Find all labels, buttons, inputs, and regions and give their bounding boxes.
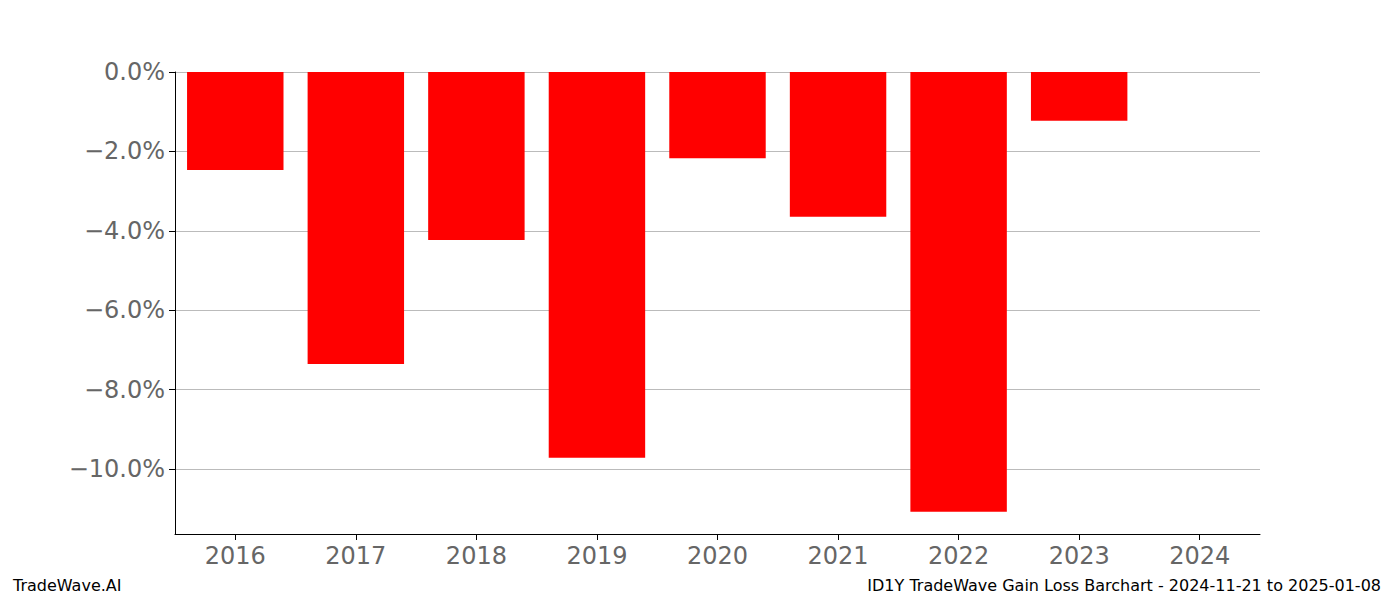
svg-text:2016: 2016 <box>205 542 266 570</box>
svg-text:2024: 2024 <box>1169 542 1230 570</box>
svg-text:−4.0%: −4.0% <box>84 217 165 245</box>
svg-text:2019: 2019 <box>566 542 627 570</box>
svg-text:2020: 2020 <box>687 542 748 570</box>
svg-text:−8.0%: −8.0% <box>84 376 165 404</box>
svg-text:ID1Y TradeWave Gain Loss Barch: ID1Y TradeWave Gain Loss Barchart - 2024… <box>867 576 1381 595</box>
svg-text:−2.0%: −2.0% <box>84 137 165 165</box>
svg-text:0.0%: 0.0% <box>104 58 165 86</box>
svg-text:2018: 2018 <box>446 542 507 570</box>
svg-text:2017: 2017 <box>325 542 386 570</box>
svg-text:−6.0%: −6.0% <box>84 296 165 324</box>
svg-text:2021: 2021 <box>808 542 869 570</box>
svg-text:2022: 2022 <box>928 542 989 570</box>
svg-text:−10.0%: −10.0% <box>69 455 165 483</box>
svg-text:TradeWave.AI: TradeWave.AI <box>12 576 121 595</box>
svg-text:2023: 2023 <box>1049 542 1110 570</box>
